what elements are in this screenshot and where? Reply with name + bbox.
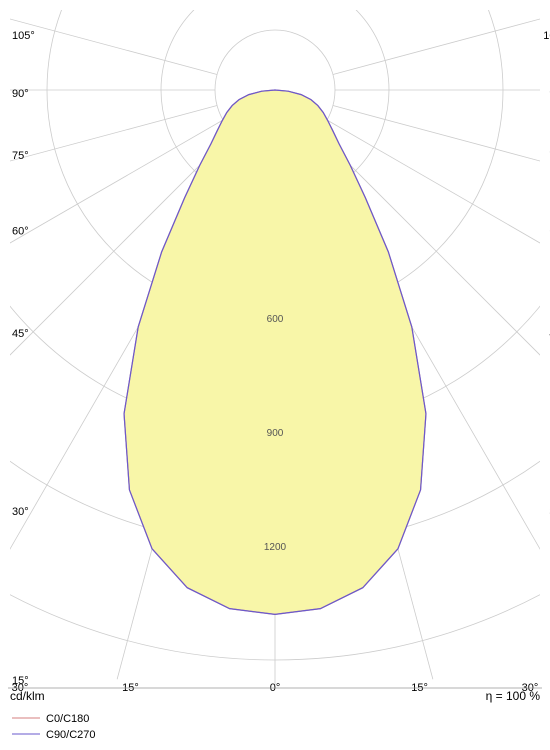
angle-label-left: 30° — [12, 506, 29, 518]
angle-label-left: 60° — [12, 225, 29, 237]
radial-label: 900 — [267, 428, 284, 439]
angle-label-left: 105° — [12, 30, 35, 42]
chart-svg: 15°15°30°30°45°45°60°60°75°75°90°90°105°… — [0, 0, 550, 750]
angle-label-left: 75° — [12, 150, 29, 162]
angle-label-left: 45° — [12, 328, 29, 340]
footer-left: cd/klm — [10, 689, 45, 703]
angle-label-right: 105° — [543, 30, 550, 42]
legend-label: C0/C180 — [46, 713, 89, 725]
radial-label: 1200 — [264, 542, 287, 553]
radial-label: 600 — [267, 314, 284, 325]
angle-label-left: 90° — [12, 88, 29, 100]
photometric-polar-chart: 15°15°30°30°45°45°60°60°75°75°90°90°105°… — [0, 0, 550, 750]
footer-right: η = 100 % — [486, 689, 541, 703]
legend-label: C90/C270 — [46, 729, 96, 741]
